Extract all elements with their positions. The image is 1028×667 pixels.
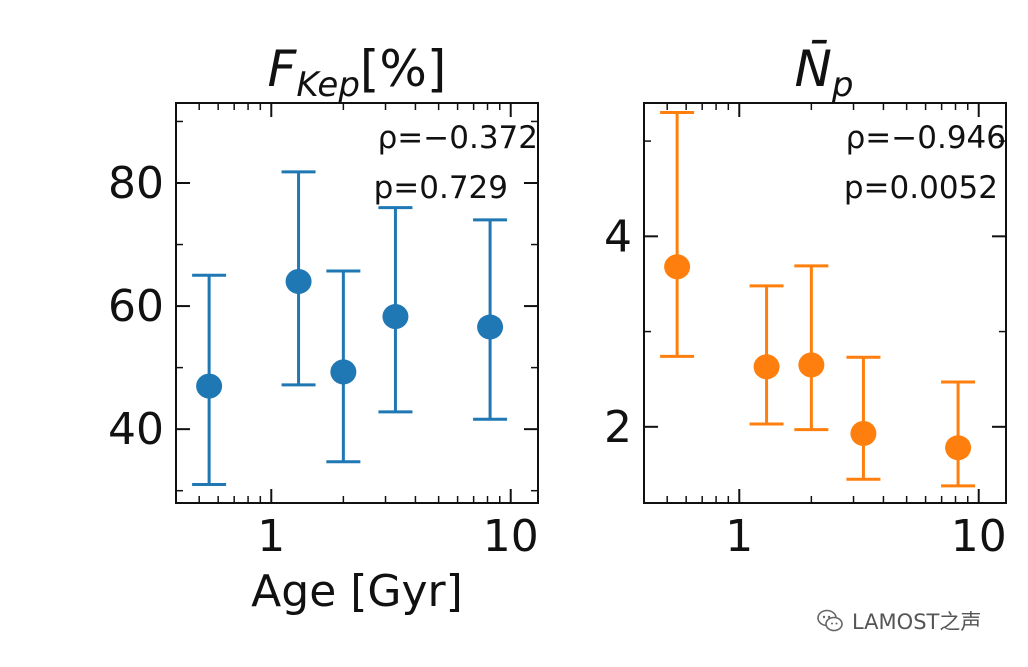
data-point	[664, 254, 691, 280]
panel-fkep: FKep[%] Age [Gyr] ρ=−0.372 p=0.729 40 60 8…	[108, 40, 539, 617]
data-point	[753, 354, 780, 380]
data-point	[196, 373, 223, 399]
panel-np: N̄p ρ=−0.946 p=0.0052 2 4 1 10	[604, 39, 1007, 562]
x-tick-label: 1	[725, 511, 753, 562]
watermark: LAMOST之声	[816, 606, 981, 636]
plot-frame	[643, 102, 1007, 504]
x-axis-label: Age [Gyr]	[251, 566, 463, 617]
watermark-text: LAMOST之声	[852, 610, 982, 634]
plot-frame	[175, 102, 539, 504]
data-point	[330, 359, 357, 385]
x-tick-label: 10	[951, 511, 1007, 562]
y-tick-label: 60	[108, 281, 164, 332]
y-tick-label: 80	[108, 158, 164, 209]
title-subscript: p	[831, 65, 854, 105]
stat-rho: ρ=−0.946	[846, 120, 1006, 156]
stat-p: p=0.0052	[844, 170, 998, 206]
wechat-icon	[817, 609, 843, 632]
data-point	[798, 352, 825, 378]
title-main: F	[268, 40, 298, 98]
title-suffix: [%]	[360, 40, 447, 98]
y-tick-label: 40	[108, 404, 164, 455]
data-point	[850, 420, 877, 446]
y-tick-label: 4	[604, 211, 632, 262]
data-point	[382, 304, 409, 330]
x-tick-label: 10	[483, 511, 539, 562]
data-point	[477, 314, 504, 340]
stat-p: p=0.729	[374, 170, 508, 206]
title-subscript: Kep	[296, 65, 360, 105]
data-point	[285, 268, 312, 294]
stat-rho: ρ=−0.372	[378, 120, 538, 156]
x-tick-label: 1	[257, 511, 285, 562]
panel-title-fkep: FKep[%]	[268, 40, 447, 105]
title-main: N̄	[795, 39, 832, 98]
y-tick-label: 2	[604, 402, 632, 453]
data-point	[945, 435, 972, 461]
panel-title-np: N̄p	[795, 39, 854, 105]
